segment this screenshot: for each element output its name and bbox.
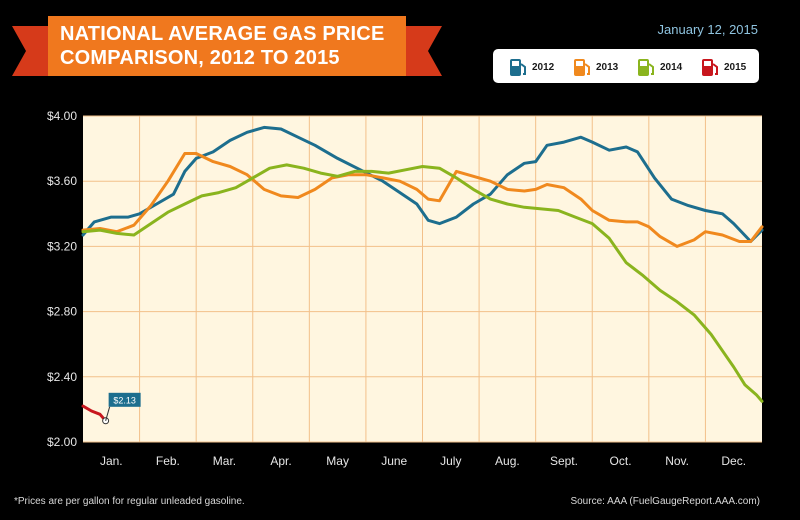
series-line-2012 — [81, 125, 764, 243]
y-tick-label: $2.40 — [47, 370, 77, 384]
footnote: *Prices are per gallon for regular unlea… — [14, 496, 245, 507]
annotation-box — [108, 392, 141, 407]
y-tick-label: $3.60 — [47, 174, 77, 188]
gas-pump-icon — [510, 59, 526, 76]
legend-label: 2014 — [660, 62, 683, 73]
annotation-leader — [105, 406, 111, 421]
report-date: January 12, 2015 — [657, 22, 758, 37]
legend: 2012 2013 2014 2015 — [493, 49, 759, 83]
legend-item-2014: 2014 — [635, 54, 699, 78]
series-line-2013 — [81, 152, 764, 248]
legend-label: 2013 — [596, 62, 619, 73]
gas-pump-icon — [574, 59, 590, 76]
gas-pump-icon — [638, 59, 654, 76]
legend-item-2012: 2012 — [507, 54, 571, 78]
x-tick-label: Oct. — [610, 454, 632, 468]
series-line-2014 — [81, 163, 764, 403]
line-chart: $2.00 $2.40 $2.80 $3.20 $3.60 $4.00 Jan. Feb. Ma… — [47, 109, 764, 468]
chart-title: NATIONAL AVERAGE GAS PRICE COMPARISON, 2… — [60, 22, 400, 70]
x-tick-label: June — [381, 454, 407, 468]
banner-tail-right — [398, 26, 442, 76]
title-banner: NATIONAL AVERAGE GAS PRICE COMPARISON, 2… — [12, 14, 442, 84]
banner-body — [48, 16, 406, 76]
source-credit: Source: AAA (FuelGaugeReport.AAA.com) — [570, 496, 760, 507]
title-line-1: NATIONAL AVERAGE GAS PRICE — [60, 23, 385, 45]
annotation-label: $2.13 — [113, 395, 136, 405]
x-tick-label: Aug. — [495, 454, 520, 468]
x-tick-label: Apr. — [270, 454, 291, 468]
y-tick-label: $2.80 — [47, 305, 77, 319]
gas-pump-icon — [702, 59, 718, 76]
x-tick-label: May — [326, 454, 349, 468]
legend-item-2013: 2013 — [571, 54, 635, 78]
legend-label: 2012 — [532, 62, 555, 73]
x-tick-label: Nov. — [665, 454, 689, 468]
banner-ribbon — [12, 16, 442, 76]
series-line-2015 — [81, 404, 108, 423]
y-tick-label: $2.00 — [47, 435, 77, 449]
y-tick-label: $3.20 — [47, 239, 77, 253]
x-tick-label: Dec. — [721, 454, 746, 468]
legend-item-2015: 2015 — [699, 54, 763, 78]
legend-label: 2015 — [724, 62, 747, 73]
x-tick-label: Feb. — [156, 454, 180, 468]
x-tick-label: Sept. — [550, 454, 578, 468]
banner-tail-left — [12, 26, 56, 76]
title-line-2: COMPARISON, 2012 TO 2015 — [60, 47, 340, 69]
y-tick-label: $4.00 — [47, 109, 77, 123]
x-tick-label: Jan. — [100, 454, 123, 468]
x-tick-label: July — [440, 454, 461, 468]
x-tick-label: Mar. — [213, 454, 236, 468]
